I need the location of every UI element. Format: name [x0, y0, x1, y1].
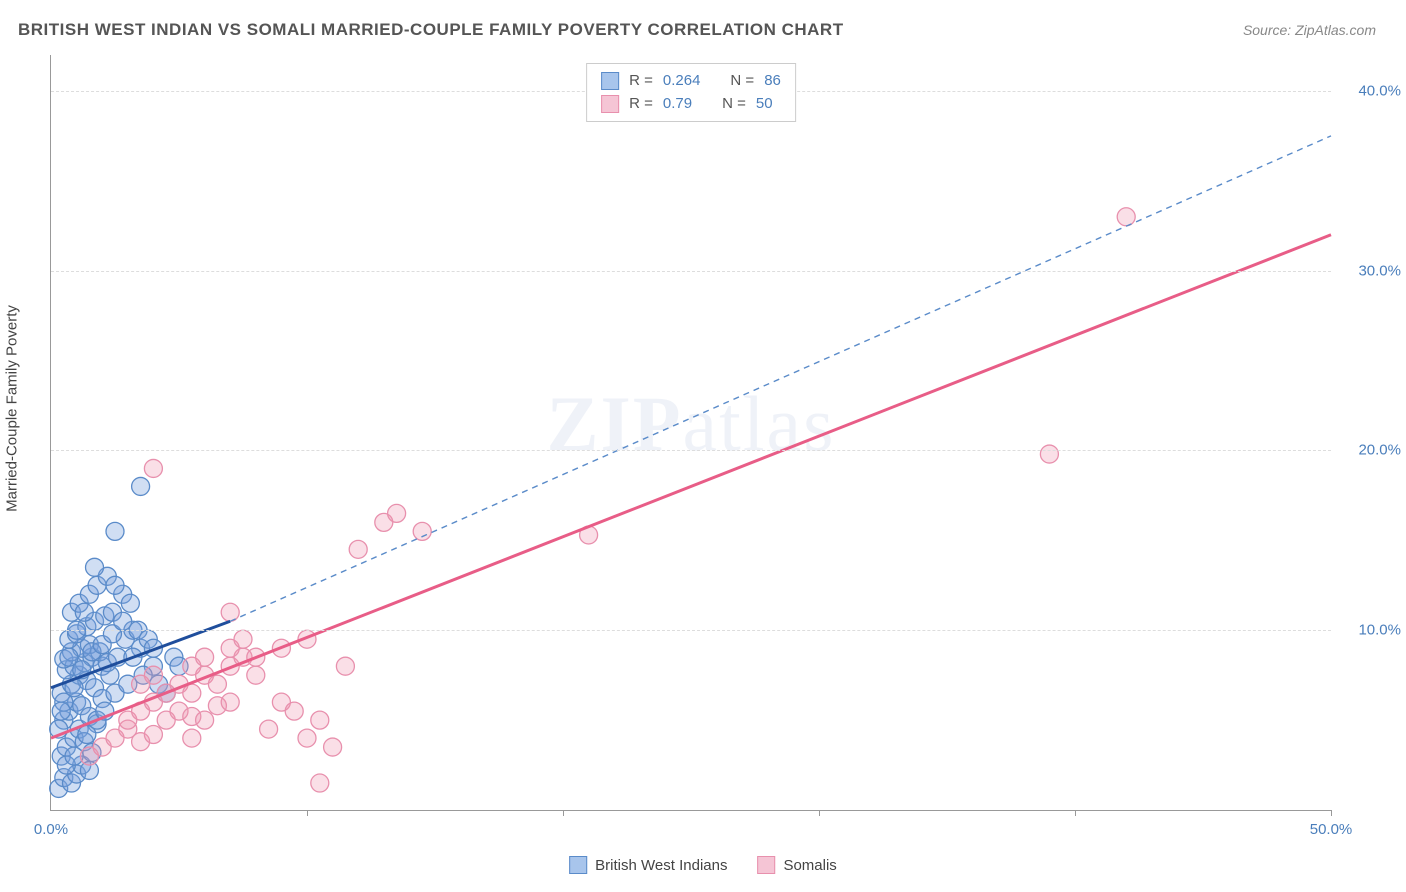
r-value-pink: 0.79	[663, 93, 692, 116]
scatter-point-pink	[183, 729, 201, 747]
scatter-point-pink	[324, 738, 342, 756]
r-value-blue: 0.264	[663, 70, 701, 93]
legend-row-pink: R = 0.79 N = 50	[601, 93, 781, 116]
scatter-point-pink	[183, 684, 201, 702]
x-tick-label-left: 0.0%	[34, 821, 68, 838]
y-tick-label: 30.0%	[1358, 262, 1401, 279]
scatter-point-pink	[336, 657, 354, 675]
scatter-point-pink	[196, 648, 214, 666]
scatter-point-blue	[121, 594, 139, 612]
scatter-point-pink	[285, 702, 303, 720]
legend-swatch-pink	[601, 95, 619, 113]
chart-svg	[51, 55, 1331, 810]
trend-line-blue-extrap	[230, 136, 1331, 621]
r-label: R =	[629, 70, 653, 93]
plot-area: ZIPatlas R = 0.264 N = 86 R = 0.79 N = 5…	[50, 55, 1331, 811]
scatter-point-blue	[75, 603, 93, 621]
x-tick	[819, 810, 820, 816]
legend-swatch-blue-icon	[569, 856, 587, 874]
scatter-point-blue	[106, 522, 124, 540]
scatter-point-pink	[1040, 445, 1058, 463]
scatter-point-blue	[86, 558, 104, 576]
y-tick-label: 40.0%	[1358, 82, 1401, 99]
legend-row-blue: R = 0.264 N = 86	[601, 70, 781, 93]
gridline	[51, 630, 1331, 631]
scatter-point-blue	[52, 702, 70, 720]
x-tick	[307, 810, 308, 816]
legend-swatch-blue	[601, 72, 619, 90]
scatter-point-pink	[247, 666, 265, 684]
scatter-point-pink	[260, 720, 278, 738]
gridline	[51, 271, 1331, 272]
scatter-point-pink	[196, 711, 214, 729]
scatter-point-pink	[413, 522, 431, 540]
r-label: R =	[629, 93, 653, 116]
n-label: N =	[730, 70, 754, 93]
gridline	[51, 450, 1331, 451]
legend-correlation-box: R = 0.264 N = 86 R = 0.79 N = 50	[586, 63, 796, 122]
x-tick	[1075, 810, 1076, 816]
scatter-point-pink	[208, 675, 226, 693]
legend-series: British West Indians Somalis	[569, 856, 837, 874]
legend-item-pink: Somalis	[757, 856, 836, 874]
y-tick-label: 10.0%	[1358, 622, 1401, 639]
scatter-point-blue	[106, 576, 124, 594]
y-tick-label: 20.0%	[1358, 442, 1401, 459]
trend-line-pink	[51, 235, 1331, 738]
scatter-point-pink	[234, 630, 252, 648]
y-axis-label: Married-Couple Family Poverty	[4, 305, 21, 512]
scatter-point-pink	[221, 603, 239, 621]
chart-title: BRITISH WEST INDIAN VS SOMALI MARRIED-CO…	[18, 20, 844, 40]
scatter-point-blue	[132, 477, 150, 495]
scatter-point-blue	[60, 648, 78, 666]
legend-item-blue: British West Indians	[569, 856, 727, 874]
scatter-point-pink	[144, 726, 162, 744]
legend-label-pink: Somalis	[783, 857, 836, 874]
scatter-point-pink	[144, 666, 162, 684]
scatter-point-pink	[144, 459, 162, 477]
scatter-point-pink	[221, 693, 239, 711]
n-label: N =	[722, 93, 746, 116]
n-value-pink: 50	[756, 93, 773, 116]
x-tick	[563, 810, 564, 816]
x-tick	[1331, 810, 1332, 816]
x-tick-label-right: 50.0%	[1310, 821, 1353, 838]
scatter-point-blue	[114, 612, 132, 630]
scatter-point-pink	[311, 774, 329, 792]
scatter-point-pink	[311, 711, 329, 729]
chart-header: BRITISH WEST INDIAN VS SOMALI MARRIED-CO…	[18, 20, 1376, 40]
legend-label-blue: British West Indians	[595, 857, 727, 874]
legend-swatch-pink-icon	[757, 856, 775, 874]
scatter-point-pink	[349, 540, 367, 558]
scatter-point-pink	[298, 729, 316, 747]
n-value-blue: 86	[764, 70, 781, 93]
chart-source: Source: ZipAtlas.com	[1243, 22, 1376, 38]
scatter-point-pink	[388, 504, 406, 522]
scatter-point-pink	[1117, 208, 1135, 226]
